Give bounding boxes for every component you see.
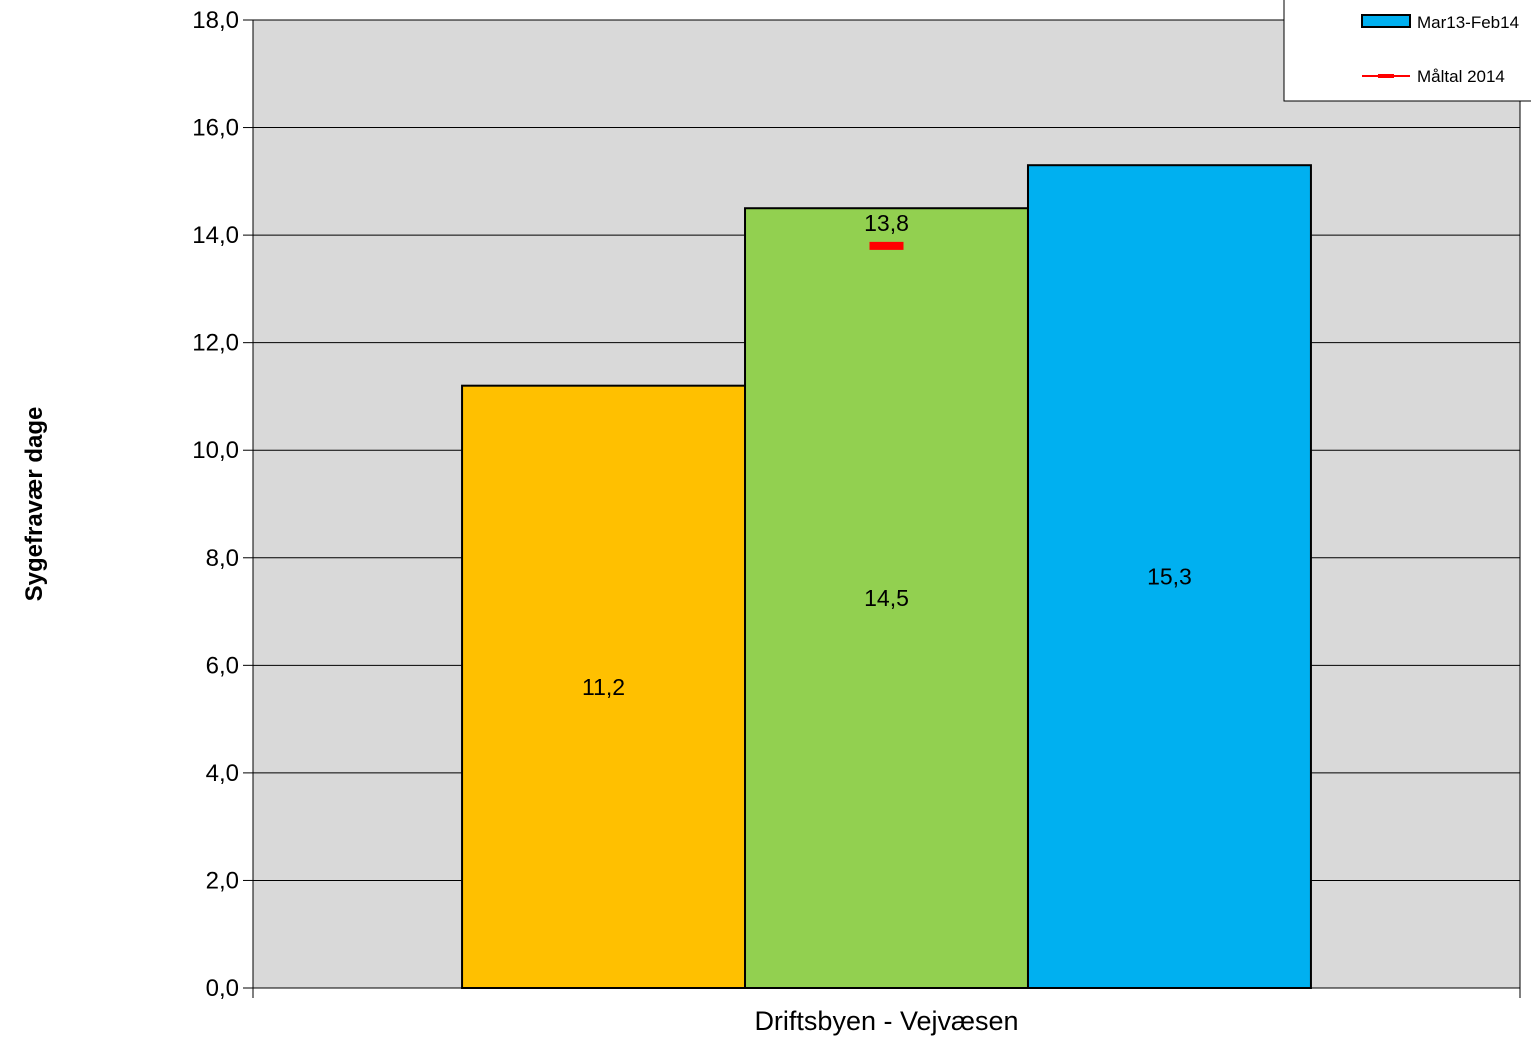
y-tick-label: 6,0 (206, 652, 239, 679)
legend-label-target: Måltal 2014 (1417, 67, 1505, 86)
y-tick-label: 14,0 (192, 222, 239, 249)
legend: Mar13-Feb14 Måltal 2014 (1283, 0, 1531, 102)
y-tick-label: 16,0 (192, 115, 239, 142)
target-label: 13,8 (864, 210, 909, 236)
data-label: 14,5 (864, 585, 909, 611)
x-category-label: Driftsbyen - Vejvæsen (754, 1006, 1018, 1036)
data-label: 15,3 (1147, 564, 1192, 590)
y-tick-label: 8,0 (206, 545, 239, 572)
y-tick-label: 10,0 (192, 437, 239, 464)
bar (461, 384, 747, 989)
data-label: 11,2 (582, 674, 625, 700)
target-marker-group: 13,8 (864, 210, 909, 250)
y-tick-label: 12,0 (192, 330, 239, 357)
legend-label-bar: Mar13-Feb14 (1417, 13, 1519, 32)
y-tick-label: 4,0 (206, 760, 239, 787)
y-axis-label: Sygefravær dage (21, 407, 48, 602)
data-labels: 11,2 14,5 15,3 (582, 564, 1192, 700)
bar (744, 207, 1029, 989)
y-tick-labels: 0,0 2,0 4,0 6,0 8,0 10,0 12,0 14,0 16,0 18,0 (192, 7, 239, 1002)
axes (243, 19, 1521, 998)
bars (461, 164, 1312, 989)
bar (1026, 164, 1312, 989)
y-tick-label: 18,0 (192, 7, 239, 34)
legend-swatch-bar (1361, 14, 1411, 28)
y-tick-label: 2,0 (206, 867, 239, 894)
y-tick-label: 0,0 (206, 975, 239, 1002)
